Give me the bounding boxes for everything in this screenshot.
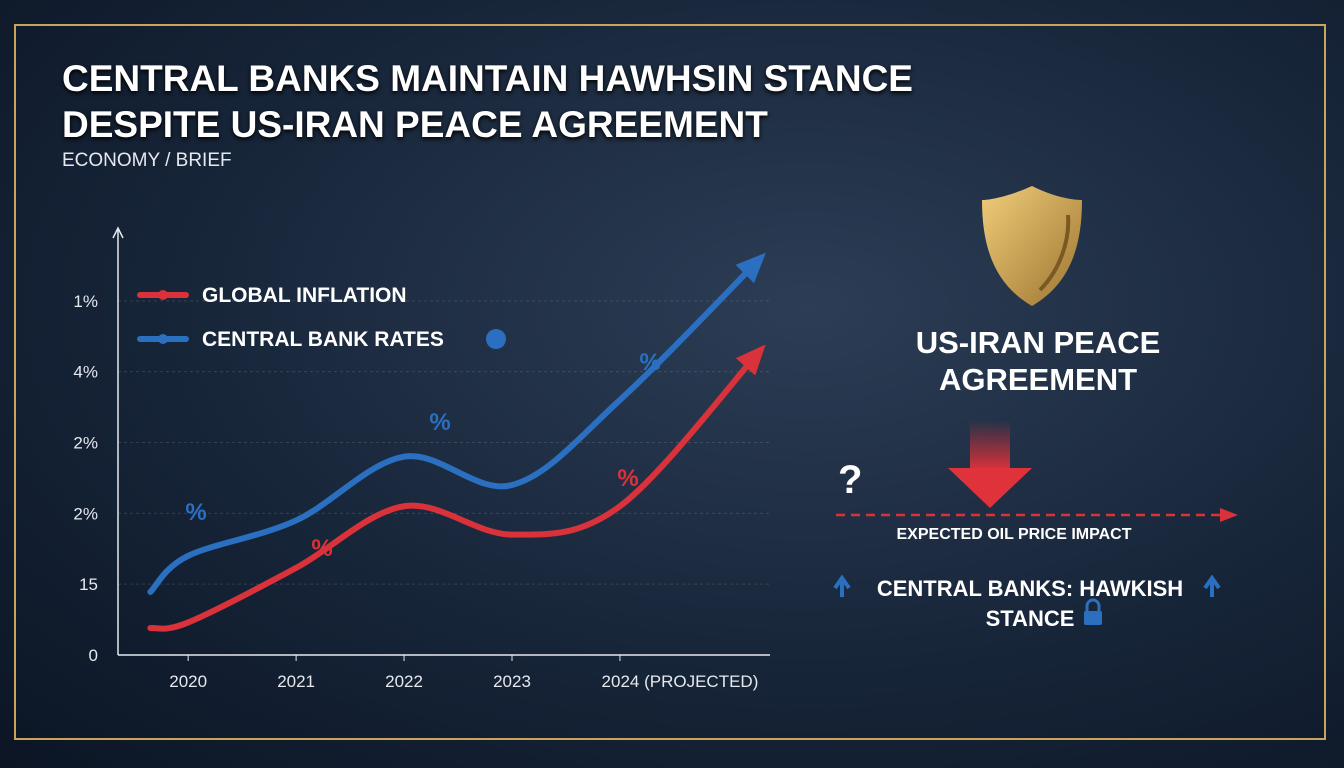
series-arrowhead (735, 252, 766, 284)
x-tick-label: 2023 (493, 672, 531, 691)
impact-label: EXPECTED OIL PRICE IMPACT (896, 526, 1132, 543)
series-line (147, 347, 764, 632)
y-tick-label: 15 (79, 575, 98, 594)
legend-dot (158, 334, 168, 344)
y-tick-label: 4% (73, 363, 98, 382)
lock-icon (1084, 611, 1102, 625)
y-tick-label: 1% (73, 292, 98, 311)
down-arrow-body (970, 420, 1010, 472)
x-tick-label: 2024 (PROJECTED) (602, 672, 759, 691)
headline: CENTRAL BANKS MAINTAIN HAWHSIN STANCE DE… (62, 58, 913, 145)
up-arrow (833, 574, 851, 597)
legend-label: CENTRAL BANK RATES (202, 328, 444, 351)
down-arrow-head (948, 468, 1032, 508)
y-tick-label: 2% (73, 504, 98, 523)
x-tick-label: 2021 (277, 672, 315, 691)
annotation: % (639, 349, 660, 376)
x-tick-label: 2020 (169, 672, 207, 691)
series-line (147, 255, 764, 595)
annotation: % (311, 535, 332, 562)
frame (14, 24, 1326, 740)
y-tick-label: 2% (73, 434, 98, 453)
impact-arrowhead (1220, 508, 1238, 522)
up-arrow (1203, 574, 1221, 597)
x-tick-label: 2022 (385, 672, 423, 691)
legend-dot (158, 290, 168, 300)
y-tick-label: 0 (89, 646, 98, 665)
shield-icon (982, 186, 1082, 306)
lock-shackle (1085, 598, 1101, 611)
legend-label: GLOBAL INFLATION (202, 284, 407, 307)
annotation: % (617, 465, 638, 492)
annotation: % (185, 499, 206, 526)
panel-title: US-IRAN PEACE AGREEMENT (915, 325, 1161, 397)
annotation: % (429, 409, 450, 436)
question-mark: ? (838, 458, 863, 502)
subtitle: ECONOMY / BRIEF (62, 150, 232, 171)
stance-label: CENTRAL BANKS: HAWKISH STANCE (876, 576, 1184, 631)
series-arrowhead (735, 344, 766, 376)
olive-branch (1038, 214, 1071, 292)
legend-icon (486, 329, 506, 349)
y-axis-arrow (112, 226, 124, 239)
